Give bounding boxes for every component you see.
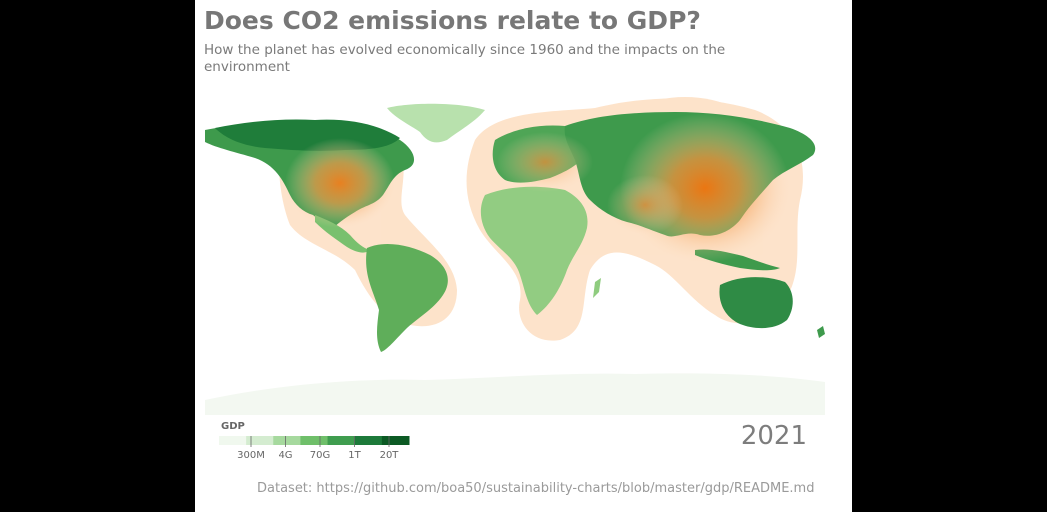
africa-shape (480, 186, 588, 315)
greenland-shape (387, 103, 485, 143)
world-map-svg (205, 97, 825, 415)
page-title: Does CO2 emissions relate to GDP? (204, 6, 701, 35)
legend-swatch (219, 436, 247, 445)
legend-swatch (327, 436, 356, 445)
dataset-source: Dataset: https://github.com/boa50/sustai… (257, 481, 815, 496)
legend-ticks: 300M 4G 70G 1T 20T (237, 436, 399, 461)
antarctica-shape (205, 373, 825, 415)
hotspot-india (607, 175, 683, 235)
legend-swatch (246, 436, 274, 445)
south-america-shape (366, 244, 448, 352)
emission-hotspots (285, 113, 790, 263)
legend-tick-label: 70G (310, 450, 330, 461)
legend-swatch (273, 436, 301, 445)
legend-tick-label: 4G (278, 450, 292, 461)
new-zealand-shape (817, 326, 825, 338)
hotspot-europe (497, 132, 593, 192)
hotspot-north-america (285, 138, 395, 228)
legend-color-bar (219, 436, 410, 445)
gdp-legend: 300M 4G 70G 1T 20T (219, 436, 410, 461)
australia-shape (719, 277, 793, 329)
legend-swatch (300, 436, 329, 445)
legend-tick-label: 300M (237, 450, 265, 461)
page-subtitle: How the planet has evolved economically … (204, 42, 726, 75)
madagascar-shape (593, 278, 601, 298)
chart-panel: Does CO2 emissions relate to GDP? How th… (195, 0, 852, 512)
legend-tick-label: 1T (348, 450, 361, 461)
legend-tick-label: 20T (380, 450, 400, 461)
legend-title: GDP (221, 421, 245, 432)
legend-swatch (354, 436, 383, 445)
legend-swatch (381, 436, 410, 445)
world-map (195, 0, 852, 512)
year-label: 2021 (740, 421, 807, 451)
